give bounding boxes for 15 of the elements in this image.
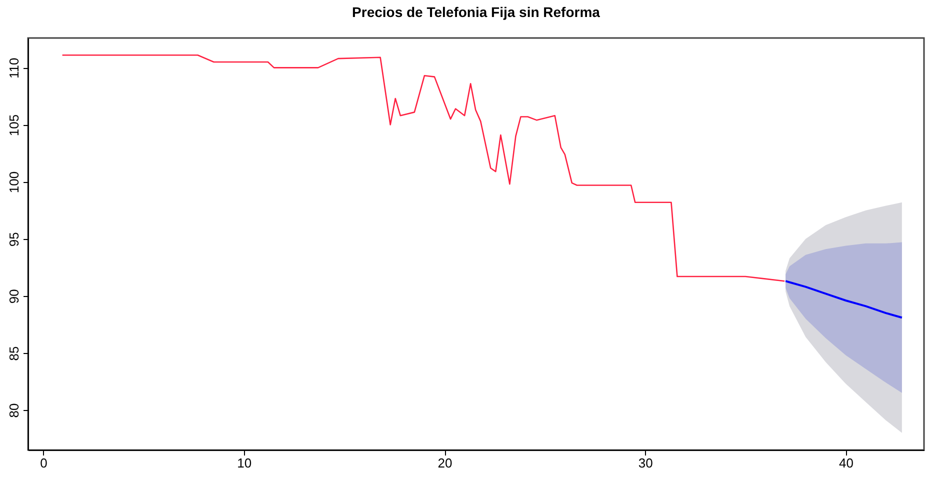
y-tick-label: 90 bbox=[6, 289, 22, 304]
line-series bbox=[784, 280, 903, 319]
x-tick-label: 0 bbox=[40, 456, 48, 470]
line-series bbox=[62, 54, 786, 282]
x-tick-label: 30 bbox=[638, 456, 653, 470]
chart-title: Precios de Telefonia Fija sin Reforma bbox=[352, 4, 600, 20]
y-tick-label: 95 bbox=[6, 232, 22, 247]
y-tick-label: 105 bbox=[6, 114, 22, 136]
y-tick-label: 110 bbox=[6, 58, 22, 79]
y-tick-label: 85 bbox=[6, 346, 22, 361]
x-tick-label: 20 bbox=[438, 456, 452, 470]
x-tick-label: 40 bbox=[839, 456, 854, 470]
y-tick-label: 100 bbox=[6, 171, 22, 194]
x-tick-label: 10 bbox=[237, 456, 252, 470]
y-tick-label: 80 bbox=[6, 403, 22, 418]
